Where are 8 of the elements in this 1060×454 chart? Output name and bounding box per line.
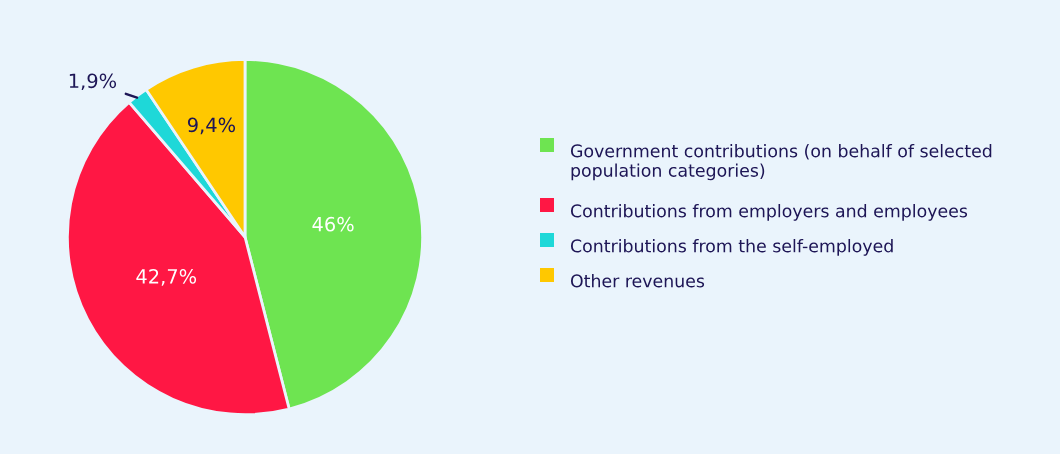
legend-label: Contributions from the self-employed bbox=[570, 239, 893, 256]
data-label: 42,7% bbox=[136, 268, 197, 286]
data-label: 46% bbox=[312, 216, 354, 232]
legend-label: Contributions from employers and employees bbox=[570, 204, 968, 221]
legend-label: Government contributions (on behalf of selected population categories) bbox=[570, 144, 992, 181]
data-label: 1,9% bbox=[69, 73, 117, 91]
legend-label: Other revenues bbox=[570, 274, 705, 288]
data-label: 9,4% bbox=[187, 117, 236, 135]
